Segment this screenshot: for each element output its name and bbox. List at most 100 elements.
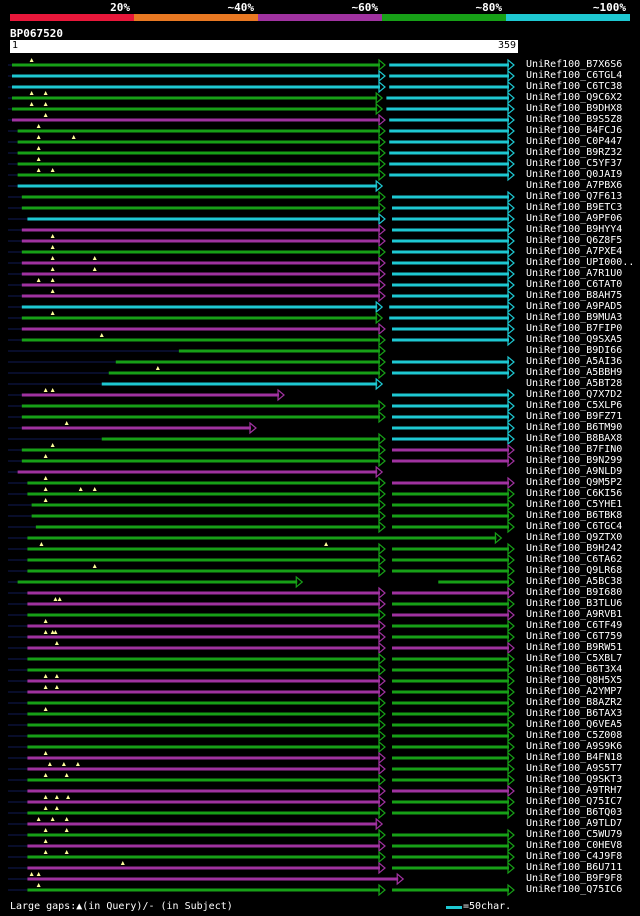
hit-row[interactable] [8, 69, 515, 83]
hit-row[interactable] [8, 641, 515, 655]
hit-row[interactable] [8, 806, 515, 820]
hit-row[interactable] [8, 179, 384, 193]
hit-label[interactable]: UniRef100_Q75IC6 [526, 884, 623, 895]
hit-label[interactable]: UniRef100_B9RZ32 [526, 147, 623, 158]
hit-row[interactable] [8, 707, 515, 721]
hit-row[interactable] [8, 135, 515, 149]
hit-label[interactable]: UniRef100_A9TRH7 [526, 785, 623, 796]
hit-row[interactable] [8, 432, 515, 446]
hit-row[interactable] [8, 542, 515, 556]
hit-row[interactable] [8, 531, 503, 545]
hit-row[interactable] [8, 597, 515, 611]
hit-row[interactable] [8, 234, 515, 248]
hit-row[interactable] [8, 696, 515, 710]
hit-row[interactable] [8, 520, 515, 534]
hit-label[interactable]: UniRef100_B7FIN0 [526, 444, 623, 455]
hit-label[interactable]: UniRef100_A5AI36 [526, 356, 623, 367]
hit-label[interactable]: UniRef100_A9S5T7 [526, 763, 623, 774]
hit-label[interactable]: UniRef100_B9MUA3 [526, 312, 623, 323]
hit-row[interactable] [8, 850, 515, 864]
hit-label[interactable]: UniRef100_B9F9F8 [526, 873, 623, 884]
hit-label[interactable]: UniRef100_A7PBX6 [526, 180, 623, 191]
hit-row[interactable] [8, 410, 515, 424]
hit-label[interactable]: UniRef100_B9S5Z8 [526, 114, 623, 125]
hit-label[interactable]: UniRef100_B8AH75 [526, 290, 623, 301]
hit-label[interactable]: UniRef100_B6TBK8 [526, 510, 623, 521]
hit-row[interactable] [8, 344, 386, 358]
hit-label[interactable]: UniRef100_C6KI56 [526, 488, 623, 499]
hit-label[interactable]: UniRef100_B7X6S6 [526, 59, 623, 70]
hit-row[interactable] [8, 685, 515, 699]
hit-row[interactable] [8, 619, 515, 633]
hit-row[interactable] [8, 322, 515, 336]
hit-label[interactable]: UniRef100_C5WU79 [526, 829, 623, 840]
hit-row[interactable] [8, 476, 515, 490]
hit-label[interactable]: UniRef100_A5BT28 [526, 378, 623, 389]
hit-label[interactable]: UniRef100_B8BAX8 [526, 433, 623, 444]
hit-row[interactable] [8, 388, 515, 402]
hit-label[interactable]: UniRef100_Q7X7D2 [526, 389, 623, 400]
hit-row[interactable] [8, 289, 515, 303]
hit-label[interactable]: UniRef100_B4FCJ6 [526, 125, 623, 136]
hit-label[interactable]: UniRef100_B6T3X4 [526, 664, 623, 675]
hit-row[interactable] [8, 146, 515, 160]
hit-row[interactable] [8, 223, 515, 237]
hit-label[interactable]: UniRef100_A9RVB1 [526, 609, 623, 620]
hit-label[interactable]: UniRef100_B7FIP0 [526, 323, 623, 334]
hit-row[interactable] [8, 377, 384, 391]
hit-label[interactable]: UniRef100_B9HYY4 [526, 224, 623, 235]
hit-label[interactable]: UniRef100_C6TAT0 [526, 279, 623, 290]
hit-row[interactable] [8, 784, 515, 798]
hit-row[interactable] [8, 245, 515, 259]
hit-label[interactable]: UniRef100_B9N299 [526, 455, 623, 466]
hit-label[interactable]: UniRef100_C4J9F8 [526, 851, 623, 862]
hit-label[interactable]: UniRef100_C5Z008 [526, 730, 623, 741]
hit-row[interactable] [8, 575, 515, 589]
hit-label[interactable]: UniRef100_C0HEV8 [526, 840, 623, 851]
hit-label[interactable]: UniRef100_B9DHX8 [526, 103, 623, 114]
hit-label[interactable]: UniRef100_C5YHE1 [526, 499, 623, 510]
hit-row[interactable] [8, 58, 515, 72]
hit-label[interactable]: UniRef100_B6TQ03 [526, 807, 623, 818]
hit-row[interactable] [8, 267, 515, 281]
hit-label[interactable]: UniRef100_A2YMP7 [526, 686, 623, 697]
hit-label[interactable]: UniRef100_B9RW51 [526, 642, 623, 653]
hit-label[interactable]: UniRef100_B6TAX3 [526, 708, 623, 719]
hit-label[interactable]: UniRef100_A9PAD5 [526, 301, 623, 312]
hit-row[interactable] [8, 157, 515, 171]
hit-label[interactable]: UniRef100_C5XBL7 [526, 653, 623, 664]
hit-row[interactable] [8, 883, 515, 897]
hit-label[interactable]: UniRef100_A5BC38 [526, 576, 623, 587]
hit-label[interactable]: UniRef100_C5XLP6 [526, 400, 623, 411]
hit-label[interactable]: UniRef100_UPI000.. [526, 257, 635, 268]
hit-label[interactable]: UniRef100_A9S9K6 [526, 741, 623, 752]
hit-row[interactable] [8, 674, 515, 688]
hit-label[interactable]: UniRef100_C6TC38 [526, 81, 623, 92]
hit-label[interactable]: UniRef100_B9H242 [526, 543, 623, 554]
hit-row[interactable] [8, 421, 515, 435]
hit-row[interactable] [8, 740, 515, 754]
hit-row[interactable] [8, 586, 515, 600]
hit-row[interactable] [8, 300, 515, 314]
hit-row[interactable] [8, 872, 405, 886]
hit-row[interactable] [8, 102, 515, 116]
hit-row[interactable] [8, 773, 515, 787]
hit-label[interactable]: UniRef100_B9DI66 [526, 345, 623, 356]
hit-label[interactable]: UniRef100_Q9SKT3 [526, 774, 623, 785]
hit-label[interactable]: UniRef100_Q9ZTX0 [526, 532, 623, 543]
hit-label[interactable]: UniRef100_Q75IC7 [526, 796, 623, 807]
hit-label[interactable]: UniRef100_Q0JAI9 [526, 169, 623, 180]
hit-row[interactable] [8, 817, 384, 831]
hit-row[interactable] [8, 718, 515, 732]
hit-row[interactable] [8, 652, 515, 666]
hit-label[interactable]: UniRef100_Q9C6X2 [526, 92, 623, 103]
hit-row[interactable] [8, 443, 515, 457]
hit-row[interactable] [8, 333, 515, 347]
hit-row[interactable] [8, 828, 515, 842]
hit-row[interactable] [8, 399, 515, 413]
hit-label[interactable]: UniRef100_Q7F613 [526, 191, 623, 202]
hit-label[interactable]: UniRef100_Q9SXA5 [526, 334, 623, 345]
hit-row[interactable] [8, 465, 384, 479]
hit-label[interactable]: UniRef100_Q8H5X5 [526, 675, 623, 686]
hit-row[interactable] [8, 278, 515, 292]
